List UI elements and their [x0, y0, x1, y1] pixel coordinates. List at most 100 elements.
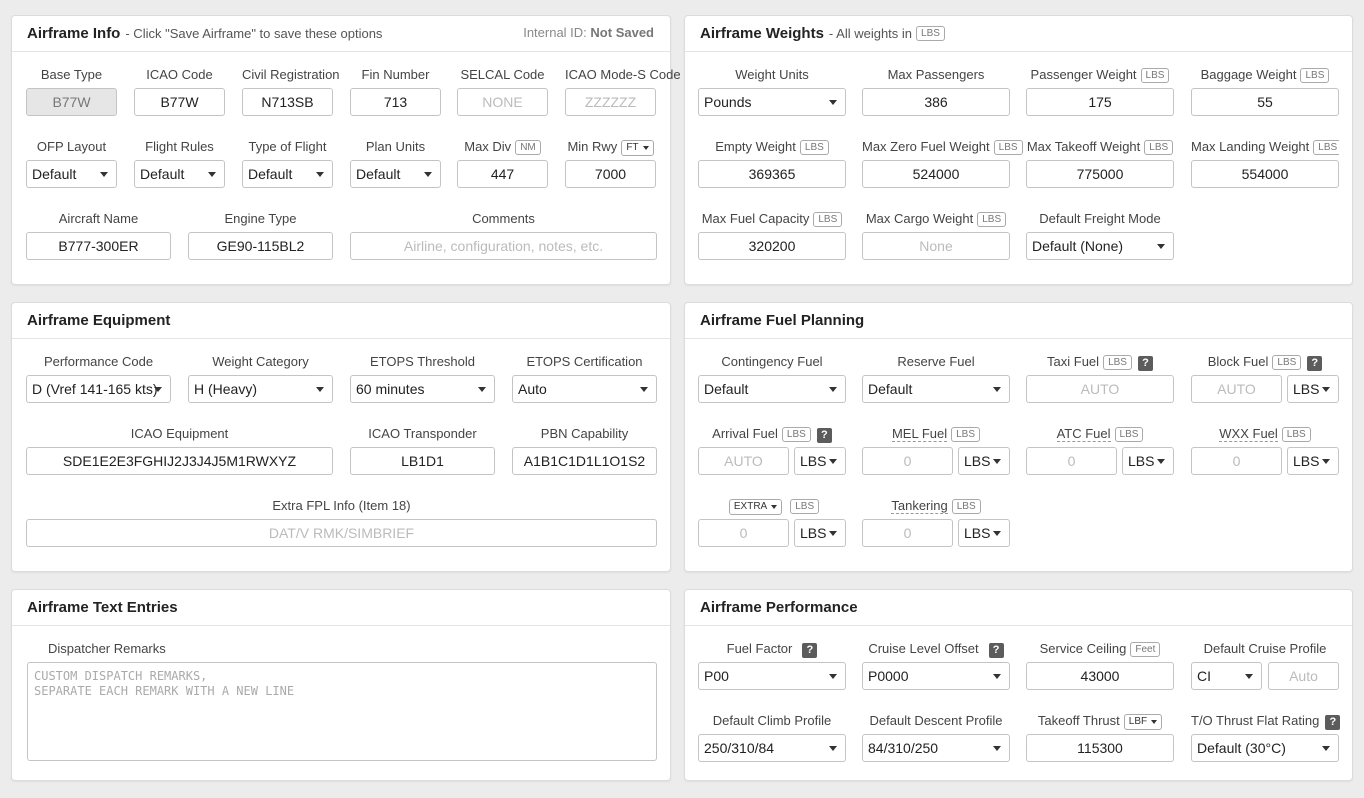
weight-category-field: Weight Category H (Heavy) — [188, 353, 333, 405]
select-value: Pounds — [704, 94, 752, 110]
max-cargo-input[interactable]: None — [862, 232, 1010, 260]
freight-mode-select[interactable]: Default (None) — [1026, 232, 1174, 260]
comments-input[interactable]: Airline, configuration, notes, etc. — [350, 232, 657, 260]
label-text: Tankering — [891, 498, 948, 514]
mzfw-input[interactable]: 524000 — [862, 160, 1010, 188]
chevron-down-icon — [640, 387, 648, 392]
label-text: Empty Weight — [715, 139, 796, 154]
reserve-fuel-select[interactable]: Default — [862, 375, 1010, 403]
max-div-input[interactable]: 447 — [457, 160, 548, 188]
tankering-fuel-unit-select[interactable]: LBS — [958, 519, 1010, 547]
select-value: LBF — [1128, 716, 1148, 727]
base-type-field: Base Type B77W — [26, 66, 117, 118]
contingency-fuel-select[interactable]: Default — [698, 375, 846, 403]
mlw-input[interactable]: 554000 — [1191, 160, 1339, 188]
civil-registration-field: Civil Registration N713SB — [242, 66, 340, 118]
help-icon[interactable]: ? — [988, 643, 1004, 658]
atc-fuel-input[interactable]: 0 — [1026, 447, 1117, 475]
flat-rating-field: T/O Thrust Flat Rating? Default (30°C) — [1191, 712, 1341, 764]
climb-profile-select[interactable]: 250/310/84 — [698, 734, 846, 762]
help-icon[interactable]: ? — [816, 428, 832, 443]
icao-code-input[interactable]: B77W — [134, 88, 225, 116]
freight-mode-field: Default Freight Mode Default (None) — [1026, 210, 1174, 262]
weight-category-select[interactable]: H (Heavy) — [188, 375, 333, 403]
help-icon[interactable]: ? — [1137, 356, 1153, 371]
baggage-weight-input[interactable]: 55 — [1191, 88, 1339, 116]
mode-s-input[interactable]: ZZZZZZ — [565, 88, 656, 116]
passenger-weight-input[interactable]: 175 — [1026, 88, 1174, 116]
help-icon[interactable]: ? — [1307, 356, 1323, 371]
select-value: LBS — [800, 525, 827, 541]
internal-id: Internal ID: Not Saved — [523, 25, 654, 40]
cruise-profile-select[interactable]: CI — [1191, 662, 1262, 690]
civil-registration-input[interactable]: N713SB — [242, 88, 333, 116]
label-text: Taxi Fuel — [1047, 354, 1100, 369]
panel-title: Airframe Fuel Planning — [700, 312, 865, 329]
dispatcher-remarks-textarea[interactable] — [27, 662, 657, 761]
field-label: Extra FPL Info (Item 18) — [272, 498, 411, 513]
etops-certification-select[interactable]: Auto — [512, 375, 657, 403]
atc-fuel-unit-select[interactable]: LBS — [1122, 447, 1174, 475]
block-fuel-input[interactable]: AUTO — [1191, 375, 1282, 403]
unit-badge: LBS — [993, 140, 1023, 155]
base-type-input[interactable]: B77W — [26, 88, 117, 116]
service-ceiling-input[interactable]: 43000 — [1026, 662, 1174, 690]
select-value: Auto — [518, 381, 547, 397]
mtow-input[interactable]: 775000 — [1026, 160, 1174, 188]
performance-code-select[interactable]: D (Vref 141-165 kts) — [26, 375, 171, 403]
ofp-layout-select[interactable]: Default — [26, 160, 117, 188]
mzfw-field: Max Zero Fuel Weight LBS 524000 — [862, 138, 1023, 190]
extra-fpl-input[interactable]: DAT/V RMK/SIMBRIEF — [26, 519, 657, 547]
field-label: ATC Fuel LBS — [1026, 425, 1174, 443]
icao-transponder-input[interactable]: LB1D1 — [350, 447, 495, 475]
help-icon[interactable]: ? — [1325, 715, 1341, 730]
help-icon[interactable]: ? — [802, 643, 818, 658]
cruise-level-offset-select[interactable]: P0000 — [862, 662, 1010, 690]
field-label: Contingency Fuel — [721, 354, 823, 369]
min-rwy-unit-select[interactable]: FT — [621, 140, 654, 156]
arrival-fuel-input[interactable]: AUTO — [698, 447, 789, 475]
descent-profile-select[interactable]: 84/310/250 — [862, 734, 1010, 762]
weight-units-select[interactable]: Pounds — [698, 88, 846, 116]
type-of-flight-select[interactable]: Default — [242, 160, 333, 188]
wxx-fuel-unit-select[interactable]: LBS — [1287, 447, 1339, 475]
extra-fuel-type-select[interactable]: EXTRA — [728, 499, 783, 515]
airframe-info-panel: Airframe Info - Click "Save Airframe" to… — [11, 15, 681, 285]
mel-fuel-input[interactable]: 0 — [862, 447, 953, 475]
extra-fuel-input[interactable]: 0 — [698, 519, 789, 547]
max-fuel-input[interactable]: 320200 — [698, 232, 846, 260]
wxx-fuel-input[interactable]: 0 — [1191, 447, 1282, 475]
icao-equipment-input[interactable]: SDE1E2E3FGHIJ2J3J4J5M1RWXYZ — [26, 447, 333, 475]
block-fuel-unit-select[interactable]: LBS — [1287, 375, 1339, 403]
max-passengers-input[interactable]: 386 — [862, 88, 1010, 116]
field-label: Max Fuel Capacity LBS — [698, 210, 846, 228]
mode-s-field: ICAO Mode-S Code ZZZZZZ — [565, 66, 681, 118]
aircraft-name-input[interactable]: B777-300ER — [26, 232, 171, 260]
flat-rating-select[interactable]: Default (30°C) — [1191, 734, 1339, 762]
flight-rules-select[interactable]: Default — [134, 160, 225, 188]
cruise-profile-input[interactable]: Auto — [1268, 662, 1339, 690]
chevron-down-icon — [1157, 244, 1165, 249]
takeoff-thrust-unit-select[interactable]: LBF — [1123, 714, 1163, 730]
field-label: MEL Fuel LBS — [862, 425, 1010, 443]
min-rwy-input[interactable]: 7000 — [565, 160, 656, 188]
label-text: Arrival Fuel — [712, 426, 778, 441]
plan-units-select[interactable]: Default — [350, 160, 441, 188]
select-value: Default — [868, 381, 913, 397]
fuel-factor-select[interactable]: P00 — [698, 662, 846, 690]
field-label: Max Passengers — [887, 67, 985, 82]
mel-fuel-unit-select[interactable]: LBS — [958, 447, 1010, 475]
label-text: Max Cargo Weight — [865, 211, 974, 226]
etops-threshold-select[interactable]: 60 minutes — [350, 375, 495, 403]
pbn-capability-input[interactable]: A1B1C1D1L1O1S2 — [512, 447, 657, 475]
engine-type-input[interactable]: GE90-115BL2 — [188, 232, 333, 260]
fin-number-input[interactable]: 713 — [350, 88, 441, 116]
arrival-fuel-unit-select[interactable]: LBS — [794, 447, 846, 475]
empty-weight-input[interactable]: 369365 — [698, 160, 846, 188]
tankering-fuel-input[interactable]: 0 — [862, 519, 953, 547]
takeoff-thrust-input[interactable]: 115300 — [1026, 734, 1174, 762]
selcal-input[interactable]: NONE — [457, 88, 548, 116]
select-value: LBS — [964, 525, 991, 541]
taxi-fuel-input[interactable]: AUTO — [1026, 375, 1174, 403]
extra-fuel-unit-select[interactable]: LBS — [794, 519, 846, 547]
